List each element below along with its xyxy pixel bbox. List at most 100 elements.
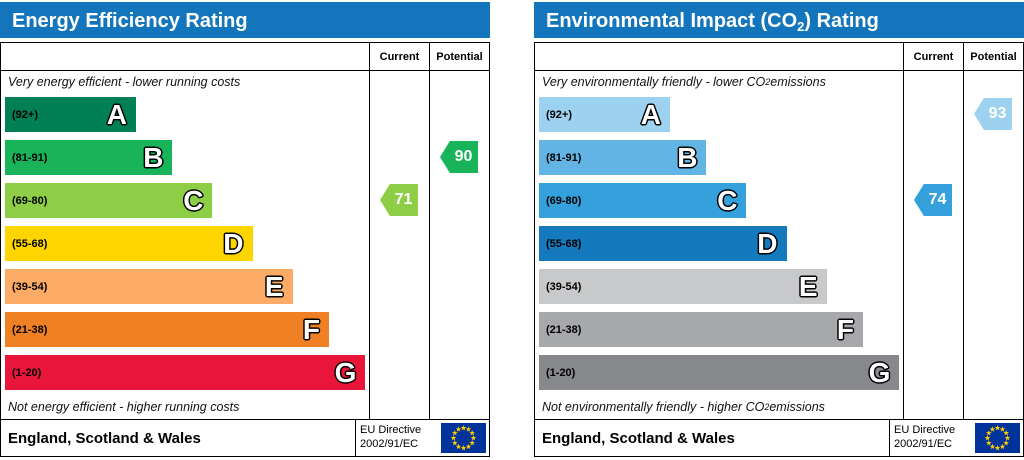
- current-rating-indicator: 71: [380, 184, 418, 216]
- band-letter: D: [757, 227, 778, 259]
- environmental-chart-table: Current Potential Very environmentally f…: [534, 42, 1024, 457]
- energy-chart-body: Very energy efficient - lower running co…: [1, 71, 489, 419]
- current-rating-value: 74: [928, 191, 947, 208]
- band-range-label: (81-91): [12, 151, 48, 164]
- band-bar-g: (1-20) G: [539, 355, 900, 390]
- band-letter: D: [223, 227, 244, 259]
- bottom-note-sub: 2: [764, 401, 770, 412]
- column-header-spacer: [535, 43, 903, 70]
- chart-footer: England, Scotland & Wales EU Directive 2…: [1, 419, 489, 456]
- eu-directive-cell: EU Directive 2002/91/EC: [355, 420, 489, 456]
- band-bar-f: (21-38) F: [5, 312, 329, 347]
- band-bar-a: (92+) A: [5, 97, 137, 132]
- potential-column-header: Potential: [429, 43, 489, 70]
- eu-flag-icon: [975, 423, 1020, 453]
- band-row-g: (1-20) G: [539, 351, 903, 394]
- band-row-e: (39-54) E: [539, 265, 903, 308]
- band-range-label: (55-68): [546, 237, 582, 250]
- column-header-spacer: [1, 43, 369, 70]
- band-range-label: (92+): [546, 108, 572, 121]
- band-letter: A: [640, 98, 662, 130]
- top-note-post: emissions: [770, 75, 826, 89]
- potential-column-header: Potential: [963, 43, 1023, 70]
- eu-directive-text: EU Directive 2002/91/EC: [360, 424, 421, 452]
- band-range-label: (21-38): [546, 323, 582, 336]
- column-divider: [903, 71, 904, 419]
- band-row-c: (69-80) C: [5, 179, 369, 222]
- band-bar-b: (81-91) B: [539, 140, 707, 175]
- band-range-label: (39-54): [12, 280, 48, 293]
- band-range-label: (39-54): [546, 280, 582, 293]
- energy-chart-title: Energy Efficiency Rating: [0, 2, 490, 38]
- top-note: Very energy efficient - lower running co…: [1, 71, 489, 93]
- band-row-d: (55-68) D: [539, 222, 903, 265]
- band-row-b: (81-91) B: [539, 136, 903, 179]
- column-header-row: Current Potential: [1, 43, 489, 71]
- band-row-f: (21-38) F: [539, 308, 903, 351]
- bottom-note: Not energy efficient - higher running co…: [1, 394, 489, 419]
- band-range-label: (81-91): [546, 151, 582, 164]
- band-letter: B: [143, 141, 164, 173]
- band-bar-f: (21-38) F: [539, 312, 863, 347]
- eu-directive-line2: 2002/91/EC: [360, 438, 419, 450]
- chart-footer: England, Scotland & Wales EU Directive 2…: [535, 419, 1023, 456]
- band-range-label: (21-38): [12, 323, 48, 336]
- band-letter: B: [677, 141, 698, 173]
- band-bar-a: (92+) A: [539, 97, 671, 132]
- column-divider: [963, 71, 964, 419]
- band-letter: G: [334, 356, 357, 388]
- band-range-label: (1-20): [12, 366, 42, 379]
- eu-flag-stars: [450, 425, 477, 451]
- title-text-post: ) Rating: [804, 10, 879, 32]
- band-bar-b: (81-91) B: [5, 140, 173, 175]
- column-header-row: Current Potential: [535, 43, 1023, 71]
- band-row-d: (55-68) D: [5, 222, 369, 265]
- region-label: England, Scotland & Wales: [542, 429, 735, 447]
- rating-bands: (92+) A (81-91) B (69-80) C: [535, 93, 903, 394]
- band-bar-d: (55-68) D: [5, 226, 253, 261]
- band-range-label: (1-20): [546, 366, 576, 379]
- band-bar-c: (69-80) C: [5, 183, 213, 218]
- bottom-note-post: emissions: [769, 399, 825, 414]
- band-range-label: (69-80): [546, 194, 582, 207]
- bottom-note-text: Not environmentally friendly - higher CO: [542, 399, 765, 414]
- eu-directive-line2: 2002/91/EC: [894, 438, 953, 450]
- top-note-text: Very energy efficient - lower running co…: [8, 75, 241, 89]
- eu-directive-text: EU Directive 2002/91/EC: [894, 424, 955, 452]
- rating-bands: (92+) A (81-91) B (69-80) C: [1, 93, 369, 394]
- band-letter: C: [183, 184, 204, 216]
- environmental-impact-chart: Environmental Impact (CO 2) Rating Curren…: [534, 2, 1024, 457]
- title-subscript: 2: [797, 19, 805, 34]
- band-bar-d: (55-68) D: [539, 226, 787, 261]
- environmental-chart-body: Very environmentally friendly - lower CO…: [535, 71, 1023, 419]
- bottom-note-text: Not energy efficient - higher running co…: [8, 399, 240, 414]
- band-letter: E: [264, 270, 284, 302]
- potential-rating-indicator: 90: [440, 141, 478, 173]
- eu-directive-cell: EU Directive 2002/91/EC: [889, 420, 1023, 456]
- environmental-chart-title: Environmental Impact (CO 2) Rating: [534, 2, 1024, 38]
- potential-rating-indicator: 93: [974, 98, 1012, 130]
- eu-directive-line1: EU Directive: [894, 424, 956, 437]
- title-text: Energy Efficiency Rating: [12, 10, 248, 32]
- energy-chart-table: Current Potential Very energy efficient …: [0, 42, 490, 457]
- band-bar-e: (39-54) E: [539, 269, 827, 304]
- eu-directive-line1: EU Directive: [360, 424, 422, 437]
- top-note: Very environmentally friendly - lower CO…: [535, 71, 1023, 93]
- band-letter: G: [868, 356, 891, 388]
- band-row-a: (92+) A: [539, 93, 903, 136]
- column-divider: [369, 71, 370, 419]
- eu-flag-icon: [441, 423, 486, 453]
- column-divider: [429, 71, 430, 419]
- band-bar-e: (39-54) E: [5, 269, 293, 304]
- band-range-label: (55-68): [12, 237, 48, 250]
- energy-efficiency-chart: Energy Efficiency Rating Current Potenti…: [0, 2, 490, 457]
- band-row-c: (69-80) C: [539, 179, 903, 222]
- eu-flag-stars: [984, 425, 1011, 451]
- band-letter: A: [106, 98, 128, 130]
- potential-rating-value: 93: [988, 105, 1007, 122]
- top-note-text: Very environmentally friendly - lower CO: [542, 75, 766, 89]
- current-column-header: Current: [903, 43, 963, 70]
- band-row-g: (1-20) G: [5, 351, 369, 394]
- top-note-sub: 2: [765, 77, 771, 87]
- title-text: Environmental Impact (CO: [546, 10, 798, 32]
